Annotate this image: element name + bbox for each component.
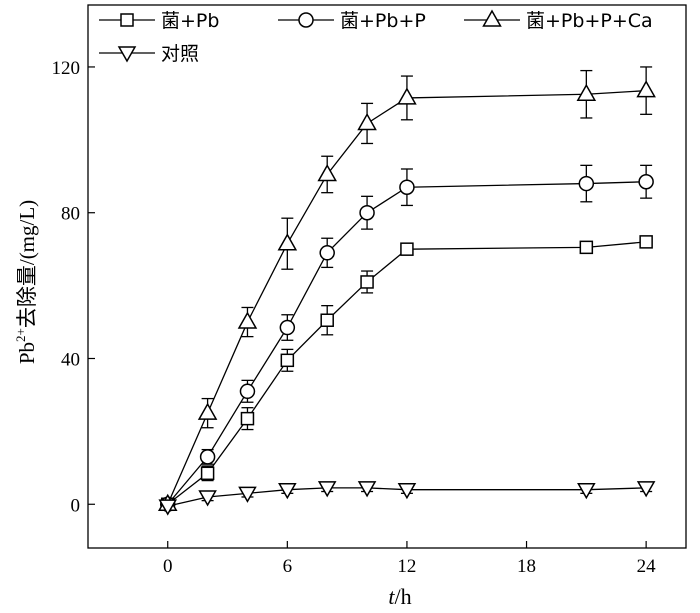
legend-marker bbox=[120, 13, 134, 27]
data-point bbox=[279, 319, 296, 336]
series-line bbox=[167, 89, 647, 505]
data-point bbox=[197, 402, 218, 420]
data-point bbox=[317, 481, 337, 498]
series-1 bbox=[160, 235, 653, 512]
data-point bbox=[277, 233, 298, 251]
legend-entry: 对照 bbox=[99, 43, 199, 65]
data-point bbox=[397, 482, 417, 500]
series-line bbox=[167, 181, 647, 505]
data-point bbox=[238, 486, 257, 503]
plot-border bbox=[87, 4, 687, 549]
data-point bbox=[319, 245, 335, 261]
data-point bbox=[278, 482, 297, 500]
axis-ticks: 0 6 12 18 24 0 40 80 120 bbox=[52, 58, 657, 577]
x-tick-label: 18 bbox=[517, 556, 536, 577]
legend-label: 对照 bbox=[161, 43, 199, 65]
data-point bbox=[357, 481, 377, 498]
series-4 bbox=[158, 481, 656, 516]
series-2 bbox=[159, 164, 654, 513]
legend-entry: 菌+Pb+P bbox=[278, 10, 426, 32]
data-point bbox=[577, 482, 596, 500]
data-point bbox=[198, 490, 217, 507]
x-tick-label: 6 bbox=[283, 556, 293, 577]
y-tick-label: 80 bbox=[61, 204, 80, 225]
data-point bbox=[237, 311, 258, 329]
data-point bbox=[320, 313, 334, 327]
legend-label: 菌+Pb+P+Ca bbox=[526, 10, 653, 32]
data-point bbox=[239, 383, 256, 400]
legend-marker bbox=[298, 12, 314, 28]
data-point bbox=[578, 175, 595, 192]
x-tick-label: 24 bbox=[637, 556, 657, 577]
data-point bbox=[158, 499, 178, 516]
legend-entry: 菌+Pb bbox=[99, 10, 219, 32]
data-point bbox=[280, 353, 295, 368]
legend-entry: 菌+Pb+P+Ca bbox=[464, 9, 653, 32]
legend-label: 菌+Pb+P bbox=[340, 10, 426, 32]
series-line bbox=[167, 241, 647, 505]
data-point bbox=[200, 466, 215, 481]
y-tick-label: 120 bbox=[52, 58, 81, 79]
data-point bbox=[579, 240, 594, 255]
legend: 菌+Pb 菌+Pb+P 菌+Pb+P+Ca 对照 bbox=[99, 9, 653, 65]
data-point bbox=[639, 235, 653, 249]
legend-marker bbox=[117, 46, 137, 63]
y-axis-label: Pb2+去除量/(mg/L) bbox=[13, 200, 39, 364]
plot-frame bbox=[87, 4, 687, 549]
series-3 bbox=[157, 66, 656, 512]
data-point bbox=[636, 80, 656, 98]
y-tick-label: 0 bbox=[71, 495, 81, 516]
x-axis-label: t/h bbox=[388, 584, 411, 609]
data-point bbox=[240, 411, 255, 426]
data-point bbox=[636, 481, 656, 498]
data-point bbox=[357, 112, 377, 131]
legend-label: 菌+Pb bbox=[161, 10, 219, 32]
y-tick-label: 40 bbox=[61, 349, 80, 370]
data-point bbox=[638, 173, 654, 190]
data-point bbox=[399, 179, 415, 195]
data-point bbox=[576, 83, 597, 102]
data-point bbox=[317, 163, 337, 182]
x-tick-label: 12 bbox=[397, 556, 416, 577]
data-point bbox=[199, 449, 216, 465]
x-tick-label: 0 bbox=[163, 556, 173, 577]
series-layer bbox=[157, 66, 656, 516]
data-point bbox=[360, 275, 374, 289]
data-point bbox=[397, 87, 417, 105]
legend-marker bbox=[482, 9, 502, 27]
data-point bbox=[359, 204, 375, 221]
data-point bbox=[400, 242, 414, 256]
